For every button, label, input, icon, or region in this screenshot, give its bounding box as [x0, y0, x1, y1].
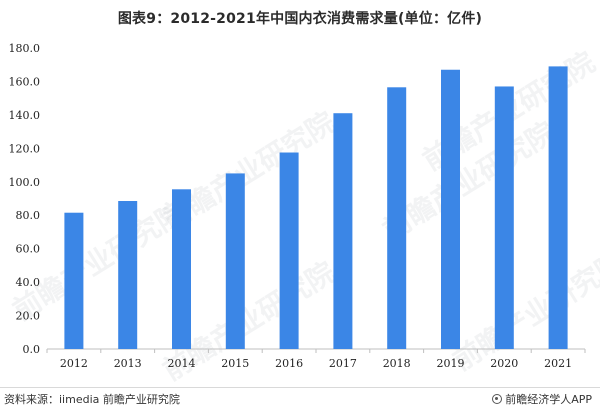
y-tick-label: 40.0 [16, 276, 41, 289]
brand-logo-icon [492, 394, 503, 404]
bar-2012 [64, 212, 84, 349]
bar-2016 [279, 152, 299, 349]
bar-2018 [387, 87, 407, 349]
y-tick-label: 120.0 [9, 142, 41, 155]
bar-2021 [548, 66, 568, 350]
x-tick-label: 2018 [383, 357, 411, 370]
y-tick-label: 100.0 [9, 176, 41, 189]
chart-title: 图表9：2012-2021年中国内衣消费需求量(单位：亿件) [117, 11, 483, 27]
x-tick-label: 2021 [544, 357, 572, 370]
bar-2015 [225, 173, 245, 349]
y-tick-label: 180.0 [9, 42, 41, 55]
y-tick-label: 160.0 [9, 75, 41, 88]
bar-chart: 0.0 20.0 40.0 60.0 80.0 100.0 120.0 140.0 160.0 1… [9, 42, 586, 370]
y-tick-label: 20.0 [16, 310, 41, 323]
x-tick-label: 2016 [275, 357, 303, 370]
x-tick-label: 2019 [437, 357, 465, 370]
x-tick-label: 2015 [221, 357, 249, 370]
y-tick-label: 80.0 [16, 209, 41, 222]
x-tick-label: 2013 [114, 357, 142, 370]
bar-2019 [441, 69, 460, 349]
x-tick-label: 2017 [329, 357, 357, 370]
brand-credit: 前瞻经济学人APP [492, 391, 592, 407]
y-tick-label: 140.0 [9, 109, 41, 122]
bar-2017 [333, 113, 353, 349]
brand-label: 前瞻经济学人APP [505, 393, 592, 406]
y-tick-label: 60.0 [16, 243, 41, 256]
y-tick-label: 0.0 [23, 343, 41, 356]
bar-2013 [118, 201, 138, 349]
x-tick-label: 2012 [60, 357, 88, 370]
bar-2014 [172, 189, 191, 349]
bar-2020 [494, 86, 514, 349]
footer-divider [0, 387, 600, 388]
x-tick-label: 2014 [168, 357, 196, 370]
source-note: 资料来源：iimedia 前瞻产业研究院 [4, 393, 180, 406]
x-tick-label: 2020 [490, 357, 518, 370]
